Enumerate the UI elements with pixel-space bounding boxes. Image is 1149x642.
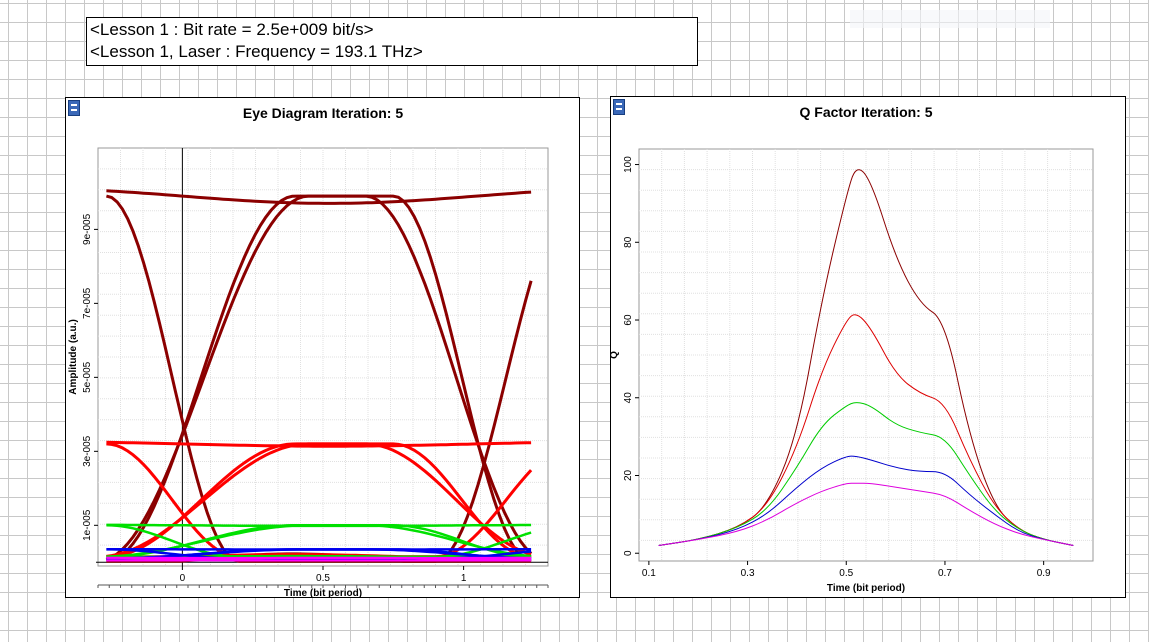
- y-tick-label: 40: [623, 392, 634, 404]
- y-tick-label: 7e-005: [82, 287, 93, 319]
- x-tick-label: 0.1: [642, 568, 656, 579]
- info-frequency-line: <Lesson 1, Laser : Frequency = 193.1 THz…: [90, 41, 694, 63]
- x-tick-label: 0.5: [316, 573, 330, 584]
- chart-title: Eye Diagram Iteration: 5: [243, 105, 403, 121]
- eye-diagram-panel[interactable]: Eye Diagram Iteration: 5 0 0.5 1 1e-005 3e-00…: [65, 97, 580, 598]
- info-bitrate-line: <Lesson 1 : Bit rate = 2.5e+009 bit/s>: [90, 19, 694, 41]
- y-axis-label: Q: [611, 351, 620, 359]
- x-tick-label: 0.7: [938, 568, 952, 579]
- y-tick-label: 5e-005: [82, 361, 93, 393]
- simulation-info-box: <Lesson 1 : Bit rate = 2.5e+009 bit/s> <…: [86, 17, 698, 66]
- y-axis-label: Amplitude (a.u.): [68, 319, 79, 395]
- eye-diagram-chart: Eye Diagram Iteration: 5 0 0.5 1 1e-005 3e-00…: [66, 98, 579, 597]
- y-tick-label: 9e-005: [82, 213, 93, 245]
- x-axis-label: Time (bit period): [284, 588, 362, 597]
- y-tick-label: 100: [623, 156, 634, 173]
- x-tick-label: 0.3: [741, 568, 755, 579]
- ghost-watermark: [850, 10, 1050, 28]
- y-tick-label: 80: [623, 236, 634, 248]
- x-axis-label: Time (bit period): [827, 583, 905, 594]
- x-tick-label: 0: [180, 573, 186, 584]
- y-tick-label: 60: [623, 314, 634, 326]
- y-tick-label: 1e-005: [82, 509, 93, 541]
- y-tick-label: 20: [623, 469, 634, 481]
- q-factor-chart: Q Factor Iteration: 5 0.1 0.3 0.5 0.7 0.9 0 20 4…: [611, 97, 1125, 597]
- x-tick-label: 1: [461, 573, 467, 584]
- q-factor-panel[interactable]: Q Factor Iteration: 5 0.1 0.3 0.5 0.7 0.9 0 20 4…: [610, 96, 1126, 598]
- chart-title: Q Factor Iteration: 5: [799, 104, 932, 120]
- x-tick-label: 0.9: [1037, 568, 1051, 579]
- x-tick-label: 0.5: [839, 568, 853, 579]
- y-tick-label: 3e-005: [82, 435, 93, 467]
- y-tick-label: 0: [623, 550, 634, 556]
